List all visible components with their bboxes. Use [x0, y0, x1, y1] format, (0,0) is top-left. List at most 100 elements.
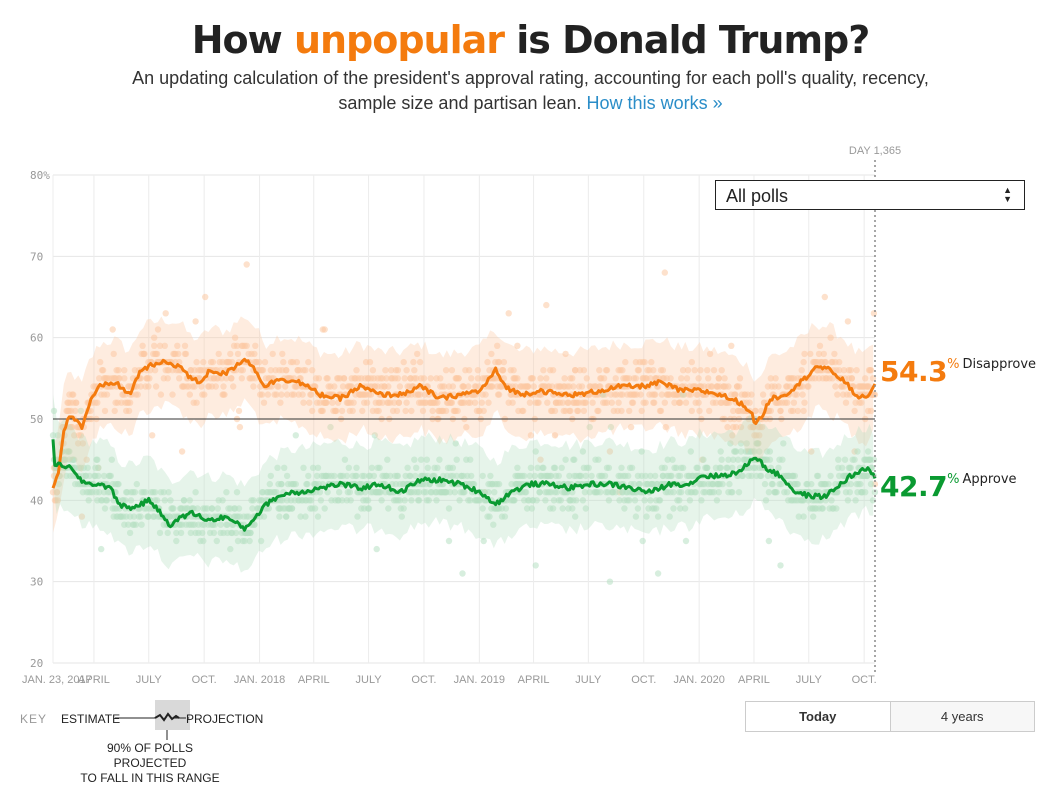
- disapprove-poll-dot: [178, 448, 186, 455]
- x-tick-label: JAN. 2020: [673, 674, 724, 686]
- disapprove-poll-dot: [732, 423, 740, 431]
- approve-poll-dot: [156, 529, 164, 537]
- key-range-note: 90% OF POLLS PROJECTED TO FALL IN THIS R…: [70, 741, 230, 786]
- disapprove-poll-dot: [290, 391, 298, 398]
- disapprove-poll-dot: [151, 367, 159, 374]
- disapprove-poll-dot: [499, 367, 507, 374]
- disapprove-label: Disapprove: [962, 357, 1037, 372]
- disapprove-poll-dot: [530, 383, 537, 390]
- disapprove-poll-dot: [110, 350, 117, 358]
- approve-poll-dot: [55, 480, 62, 488]
- disapprove-poll-dot: [582, 399, 589, 406]
- approve-poll-dot: [279, 497, 286, 504]
- disapprove-poll-dot: [600, 375, 608, 382]
- approve-poll-dot: [164, 529, 171, 537]
- disapprove-poll-dot: [401, 375, 408, 382]
- disapprove-poll-dot: [478, 399, 485, 406]
- disapprove-poll-dot: [77, 432, 85, 439]
- disapprove-poll-dot: [801, 399, 808, 406]
- disapprove-poll-dot: [871, 391, 879, 398]
- disapprove-poll-dot: [442, 367, 450, 374]
- disapprove-poll-dot: [537, 456, 544, 463]
- disapprove-poll-dot: [145, 383, 152, 390]
- disapprove-poll-dot: [678, 375, 685, 382]
- y-tick-label: 30: [30, 576, 43, 589]
- disapprove-poll-dot: [482, 391, 489, 398]
- disapprove-poll-dot: [259, 367, 267, 374]
- disapprove-poll-dot: [867, 407, 875, 415]
- disapprove-poll-dot: [799, 391, 806, 398]
- range-button-4-years[interactable]: 4 years: [890, 702, 1034, 731]
- disapprove-poll-dot: [603, 367, 611, 374]
- x-tick-label: JULY: [575, 674, 602, 686]
- disapprove-poll-dot: [229, 358, 236, 366]
- approve-poll-dot: [211, 521, 219, 528]
- poll-filter-select[interactable]: All polls ▲ ▼: [715, 180, 1025, 210]
- disapprove-value: 54.3: [880, 355, 948, 388]
- disapprove-poll-dot: [474, 375, 482, 382]
- disapprove-poll-dot: [572, 367, 579, 374]
- disapprove-poll-dot: [400, 358, 407, 366]
- approve-poll-dot: [283, 513, 290, 520]
- disapprove-poll-dot: [202, 293, 209, 301]
- disapprove-poll-dot: [851, 407, 858, 415]
- disapprove-poll-dot: [695, 399, 702, 406]
- disapprove-poll-dot: [261, 358, 269, 366]
- disapprove-poll-dot: [137, 383, 144, 390]
- approve-poll-dot: [373, 545, 380, 553]
- how-this-works-link[interactable]: How this works »: [586, 93, 723, 113]
- disapprove-poll-dot: [677, 399, 684, 406]
- disapprove-poll-dot: [548, 383, 556, 390]
- disapprove-poll-dot: [495, 391, 503, 398]
- disapprove-poll-dot: [694, 391, 701, 398]
- approve-poll-dot: [151, 489, 159, 496]
- disapprove-poll-dot: [708, 383, 716, 390]
- approve-poll-dot: [245, 513, 252, 520]
- approve-poll-dot: [107, 472, 115, 480]
- approve-poll-dot: [186, 497, 193, 504]
- disapprove-poll-dot: [580, 367, 588, 374]
- y-tick-label: 40: [30, 494, 43, 507]
- disapprove-poll-dot: [134, 391, 141, 398]
- disapprove-poll-dot: [282, 383, 289, 390]
- disapprove-poll-dot: [235, 407, 243, 415]
- disapprove-poll-dot: [279, 350, 286, 358]
- range-button-today[interactable]: Today: [746, 702, 891, 731]
- disapprove-poll-dot: [465, 383, 472, 390]
- y-tick-label: 80%: [30, 169, 50, 182]
- approve-poll-dot: [153, 497, 161, 504]
- disapprove-poll-dot: [234, 350, 242, 358]
- disapprove-poll-dot: [696, 407, 703, 415]
- approve-poll-dot: [96, 489, 103, 496]
- approve-poll-dot: [266, 480, 273, 488]
- disapprove-poll-dot: [175, 350, 182, 358]
- disapprove-poll-dot: [827, 334, 834, 341]
- disapprove-poll-dot: [410, 358, 417, 366]
- disapprove-poll-dot: [704, 367, 711, 374]
- disapprove-poll-dot: [258, 391, 266, 398]
- disapprove-poll-dot: [239, 367, 246, 374]
- disapprove-poll-dot: [736, 375, 744, 382]
- approve-poll-dot: [208, 505, 216, 512]
- disapprove-poll-dot: [293, 358, 300, 366]
- approve-poll-dot: [247, 529, 254, 537]
- disapprove-poll-dot: [416, 391, 424, 398]
- approve-poll-dot: [95, 464, 102, 471]
- disapprove-poll-dot: [252, 375, 259, 382]
- disapprove-poll-dot: [724, 423, 731, 431]
- disapprove-poll-dot: [411, 367, 418, 374]
- disapprove-poll-dot: [712, 399, 720, 406]
- disapprove-poll-dot: [565, 399, 572, 406]
- disapprove-poll-dot: [70, 391, 77, 398]
- disapprove-poll-dot: [637, 391, 644, 398]
- disapprove-poll-dot: [798, 367, 805, 374]
- disapprove-poll-dot: [192, 318, 199, 325]
- approve-value: 42.7: [880, 470, 948, 503]
- disapprove-poll-dot: [273, 391, 280, 398]
- disapprove-poll-dot: [471, 399, 479, 406]
- approve-poll-dot: [170, 505, 177, 512]
- disapprove-poll-dot: [510, 367, 517, 374]
- disapprove-poll-dot: [729, 432, 736, 439]
- disapprove-poll-dot: [215, 350, 222, 358]
- disapprove-poll-dot: [333, 407, 340, 415]
